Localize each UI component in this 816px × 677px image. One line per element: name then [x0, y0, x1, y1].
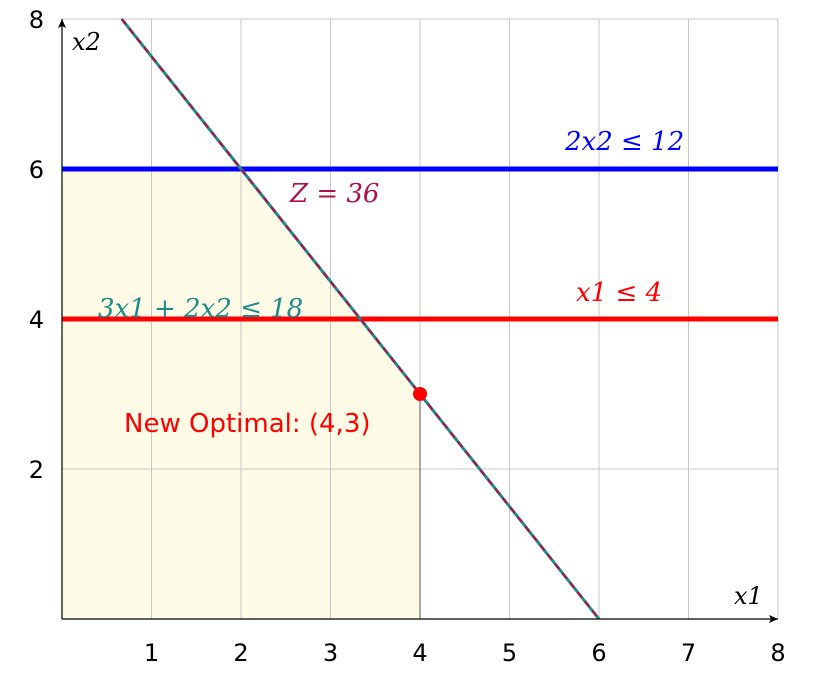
y-tick-label: 6 [29, 156, 44, 184]
x-tick-label: 1 [144, 639, 159, 667]
x-tick-label: 5 [502, 639, 517, 667]
constraint-label-x2: 2x2 ≤ 12 [564, 127, 684, 157]
objective-label: Z = 36 [289, 179, 379, 209]
x-axis-label: x1 [734, 582, 763, 610]
x-tick-label: 2 [233, 639, 248, 667]
x-tick-label: 6 [591, 639, 606, 667]
x-tick-label: 4 [412, 639, 427, 667]
tick-labels: 1 2 3 4 5 6 7 8 2 4 6 8 [29, 6, 786, 667]
constraint-label-combined: 3x1 + 2x2 ≤ 18 [98, 294, 303, 324]
x-tick-label: 3 [323, 639, 338, 667]
x-tick-label: 7 [681, 639, 696, 667]
y-tick-label: 8 [29, 6, 44, 34]
y-axis-label: x2 [72, 28, 101, 56]
x-tick-label: 8 [770, 639, 785, 667]
constraint-label-x1: x1 ≤ 4 [576, 278, 662, 308]
objective-line-dashed [120, 18, 600, 620]
axes [58, 19, 778, 623]
optimal-point [413, 387, 427, 401]
y-tick-label: 4 [29, 306, 44, 334]
y-axis-arrow [58, 19, 66, 28]
y-tick-label: 2 [29, 456, 44, 484]
optimal-point-label: New Optimal: (4,3) [124, 409, 371, 439]
x-axis-arrow [769, 615, 778, 623]
